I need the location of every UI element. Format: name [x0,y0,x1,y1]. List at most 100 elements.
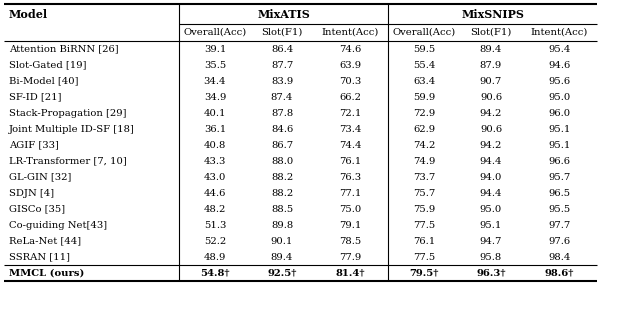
Text: 55.4: 55.4 [413,61,435,70]
Text: 63.4: 63.4 [413,77,435,86]
Text: 34.9: 34.9 [204,92,226,101]
Text: 94.6: 94.6 [548,61,571,70]
Text: 44.6: 44.6 [204,188,226,197]
Text: 77.5: 77.5 [413,252,435,261]
Text: MixATIS: MixATIS [257,9,310,19]
Text: SDJN [4]: SDJN [4] [9,188,54,197]
Text: SSRAN [11]: SSRAN [11] [9,252,70,261]
Text: 34.4: 34.4 [204,77,227,86]
Text: 90.7: 90.7 [480,77,502,86]
Text: 86.4: 86.4 [271,44,293,53]
Text: 72.9: 72.9 [413,108,435,117]
Text: 90.6: 90.6 [480,125,502,133]
Text: Intent(Acc): Intent(Acc) [322,28,379,37]
Text: 36.1: 36.1 [204,125,226,133]
Text: 98.4: 98.4 [548,252,571,261]
Text: 87.4: 87.4 [271,92,293,101]
Text: 92.5†: 92.5† [268,269,297,277]
Text: 95.1: 95.1 [480,221,502,230]
Text: 97.6: 97.6 [548,236,571,245]
Text: 74.9: 74.9 [413,156,435,166]
Text: Joint Multiple ID-SF [18]: Joint Multiple ID-SF [18] [9,125,135,133]
Text: 95.4: 95.4 [548,44,571,53]
Text: 86.7: 86.7 [271,141,293,150]
Text: 72.1: 72.1 [339,108,362,117]
Text: ReLa-Net [44]: ReLa-Net [44] [9,236,81,245]
Text: 76.3: 76.3 [339,172,362,181]
Text: 97.7: 97.7 [548,221,571,230]
Text: Overall(Acc): Overall(Acc) [392,28,456,37]
Text: 95.1: 95.1 [548,141,571,150]
Text: 95.7: 95.7 [548,172,571,181]
Text: Model: Model [9,9,48,19]
Text: 87.7: 87.7 [271,61,293,70]
Text: 39.1: 39.1 [204,44,226,53]
Text: 81.4†: 81.4† [336,269,365,277]
Text: 95.6: 95.6 [548,77,571,86]
Text: 35.5: 35.5 [204,61,226,70]
Text: 54.8†: 54.8† [200,269,230,277]
Text: 96.5: 96.5 [548,188,571,197]
Text: 74.2: 74.2 [413,141,435,150]
Text: MMCL (ours): MMCL (ours) [9,269,84,277]
Text: 48.2: 48.2 [204,205,226,214]
Text: 95.1: 95.1 [548,125,571,133]
Text: 66.2: 66.2 [339,92,362,101]
Text: 77.9: 77.9 [339,252,362,261]
Text: 52.2: 52.2 [204,236,226,245]
Text: 94.2: 94.2 [480,141,502,150]
Text: 43.0: 43.0 [204,172,226,181]
Text: 87.8: 87.8 [271,108,293,117]
Text: 95.0: 95.0 [548,92,571,101]
Text: 96.3†: 96.3† [476,269,506,277]
Text: 88.2: 88.2 [271,188,293,197]
Text: 63.9: 63.9 [339,61,362,70]
Text: 94.4: 94.4 [480,156,502,166]
Text: Slot(F1): Slot(F1) [470,28,512,37]
Text: LR-Transformer [7, 10]: LR-Transformer [7, 10] [9,156,127,166]
Text: 96.6: 96.6 [548,156,570,166]
Text: 90.1: 90.1 [271,236,293,245]
Text: 88.0: 88.0 [271,156,293,166]
Text: 95.0: 95.0 [480,205,502,214]
Text: 95.5: 95.5 [548,205,571,214]
Text: 75.9: 75.9 [413,205,435,214]
Text: 88.5: 88.5 [271,205,293,214]
Text: 73.4: 73.4 [339,125,362,133]
Text: 75.0: 75.0 [339,205,362,214]
Text: 76.1: 76.1 [339,156,362,166]
Text: 79.5†: 79.5† [410,269,438,277]
Text: 88.2: 88.2 [271,172,293,181]
Text: 40.8: 40.8 [204,141,226,150]
Text: 79.1: 79.1 [339,221,362,230]
Text: 87.9: 87.9 [480,61,502,70]
Text: 83.9: 83.9 [271,77,293,86]
Text: 40.1: 40.1 [204,108,227,117]
Text: 59.5: 59.5 [413,44,435,53]
Text: 89.8: 89.8 [271,221,293,230]
Text: 89.4: 89.4 [271,252,293,261]
Text: GISCo [35]: GISCo [35] [9,205,65,214]
Text: 51.3: 51.3 [204,221,226,230]
Text: Stack-Propagation [29]: Stack-Propagation [29] [9,108,127,117]
Text: 94.4: 94.4 [480,188,502,197]
Text: 48.9: 48.9 [204,252,226,261]
Text: SF-ID [21]: SF-ID [21] [9,92,61,101]
Text: 70.3: 70.3 [339,77,362,86]
Text: 73.7: 73.7 [413,172,435,181]
Text: 94.2: 94.2 [480,108,502,117]
Text: AGIF [33]: AGIF [33] [9,141,59,150]
Text: 96.0: 96.0 [548,108,571,117]
Text: Slot(F1): Slot(F1) [261,28,303,37]
Text: Slot-Gated [19]: Slot-Gated [19] [9,61,86,70]
Text: 76.1: 76.1 [413,236,435,245]
Text: GL-GIN [32]: GL-GIN [32] [9,172,72,181]
Text: 59.9: 59.9 [413,92,435,101]
Text: 78.5: 78.5 [339,236,362,245]
Text: 74.6: 74.6 [339,44,362,53]
Text: 98.6†: 98.6† [545,269,574,277]
Text: 94.0: 94.0 [480,172,502,181]
Text: 89.4: 89.4 [480,44,502,53]
Text: 77.5: 77.5 [413,221,435,230]
Text: 74.4: 74.4 [339,141,362,150]
